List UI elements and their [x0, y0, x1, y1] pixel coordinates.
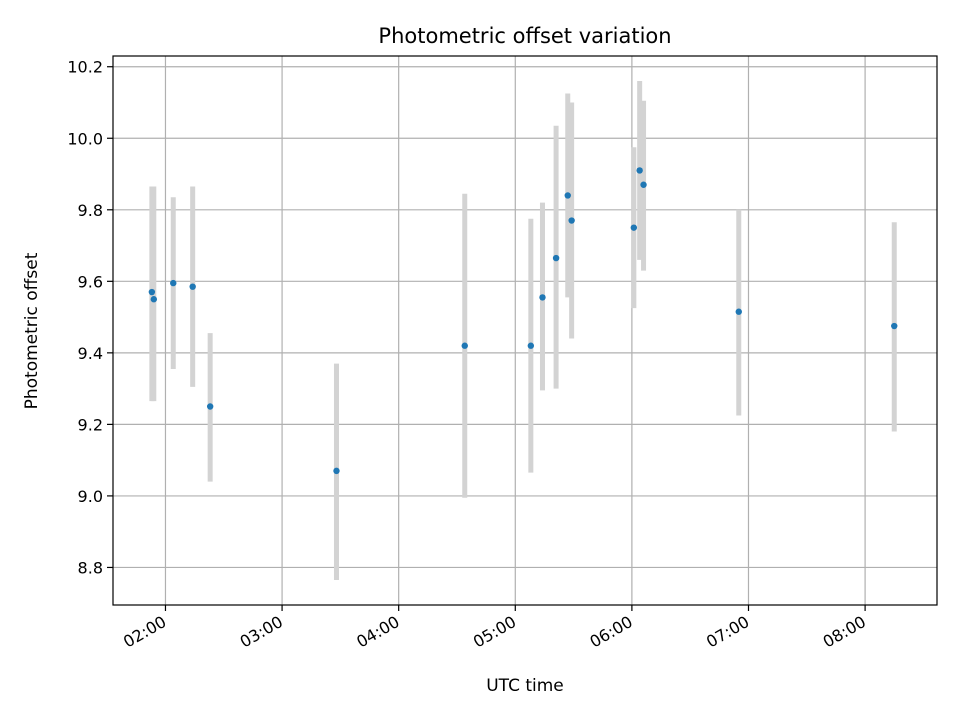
y-tick-label: 10.2: [67, 58, 103, 77]
data-point: [461, 342, 468, 349]
y-tick-label: 9.8: [78, 201, 103, 220]
y-tick-label: 9.0: [78, 487, 103, 506]
data-point: [630, 224, 638, 231]
y-tick-label: 8.8: [78, 558, 103, 577]
y-tick-label: 9.4: [78, 344, 103, 363]
y-tick-label: 9.2: [78, 415, 103, 434]
data-point: [735, 308, 742, 315]
data-point: [170, 279, 177, 287]
y-axis-ticks: 8.8 9.0 9.2 9.4 9.6 9.8 10.0 10.2: [67, 58, 113, 577]
data-point: [333, 467, 340, 475]
data-points: [148, 167, 898, 475]
y-axis-label: Photometric offset: [22, 252, 42, 409]
data-point: [564, 192, 571, 199]
y-tick-label: 10.0: [67, 129, 103, 148]
plot-area-frame: [112, 55, 938, 606]
data-point: [150, 296, 158, 303]
y-tick-label: 9.6: [78, 272, 103, 291]
data-point: [527, 342, 535, 349]
data-point: [148, 288, 156, 296]
data-point: [891, 322, 898, 330]
data-point: [539, 294, 546, 301]
data-point: [552, 254, 560, 262]
data-point: [568, 217, 575, 224]
data-point: [206, 403, 214, 410]
chart-title: Photometric offset variation: [378, 24, 671, 48]
data-point: [189, 283, 196, 290]
x-axis-label: UTC time: [486, 676, 564, 696]
data-point: [636, 167, 643, 174]
grid-lines: [113, 56, 937, 605]
data-point: [640, 181, 647, 188]
